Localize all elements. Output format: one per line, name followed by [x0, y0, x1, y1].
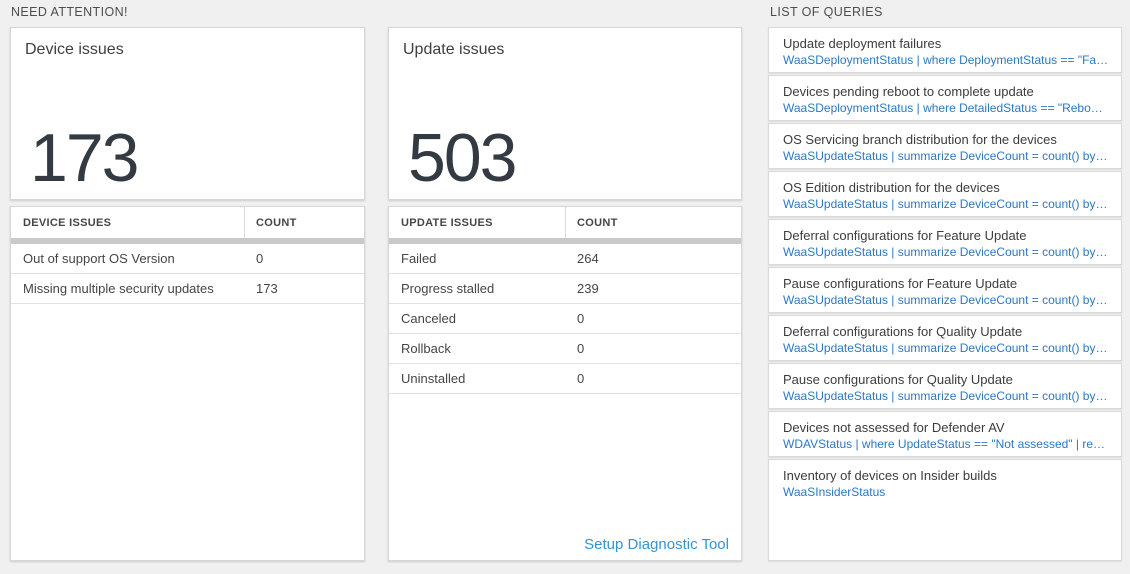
device-issues-count: 173	[30, 120, 139, 197]
issue-count: 0	[256, 251, 264, 266]
query-title: Devices not assessed for Defender AV	[783, 420, 1005, 435]
update-issues-title: Update issues	[403, 41, 505, 58]
query-list-item[interactable]: Devices pending reboot to complete updat…	[768, 75, 1122, 121]
issue-count: 0	[577, 341, 585, 356]
device-issues-header-label: DEVICE ISSUES	[11, 207, 245, 238]
table-row[interactable]: Missing multiple security updates 173	[11, 274, 364, 304]
update-issues-table-header: UPDATE ISSUES COUNT	[389, 207, 741, 238]
device-issues-table-body: Out of support OS Version 0 Missing mult…	[11, 244, 364, 304]
query-list-item[interactable]: Inventory of devices on Insider builds W…	[768, 459, 1122, 561]
issue-count: 264	[577, 251, 599, 266]
query-title: Deferral configurations for Feature Upda…	[783, 228, 1027, 243]
table-row[interactable]: Uninstalled 0	[389, 364, 741, 394]
issue-label: Out of support OS Version	[23, 251, 175, 266]
issue-label: Progress stalled	[401, 281, 495, 296]
query-code: WaaSDeploymentStatus | where DeploymentS…	[783, 53, 1109, 67]
table-row[interactable]: Progress stalled 239	[389, 274, 741, 304]
need-attention-section-label: NEED ATTENTION!	[11, 5, 128, 19]
query-code: WaaSInsiderStatus	[783, 485, 886, 499]
query-title: OS Servicing branch distribution for the…	[783, 132, 1057, 147]
issue-count: 0	[577, 311, 585, 326]
query-title: Pause configurations for Feature Update	[783, 276, 1018, 291]
table-row[interactable]: Out of support OS Version 0	[11, 244, 364, 274]
issue-count: 0	[577, 371, 585, 386]
issue-label: Rollback	[401, 341, 451, 356]
device-issues-card-content: Device issues 173	[11, 28, 364, 199]
query-list-item[interactable]: Pause configurations for Quality Update …	[768, 363, 1122, 409]
query-code: WaaSDeploymentStatus | where DetailedSta…	[783, 101, 1109, 115]
update-issues-card[interactable]: Update issues 503	[388, 27, 742, 200]
query-list-item[interactable]: Deferral configurations for Quality Upda…	[768, 315, 1122, 361]
update-issues-table-body: Failed 264 Progress stalled 239 Canceled…	[389, 244, 741, 394]
query-code: WDAVStatus | where UpdateStatus == "Not …	[783, 437, 1109, 451]
query-list-item[interactable]: Devices not assessed for Defender AV WDA…	[768, 411, 1122, 457]
query-list-item[interactable]: OS Servicing branch distribution for the…	[768, 123, 1122, 169]
query-code: WaaSUpdateStatus | summarize DeviceCount…	[783, 149, 1109, 163]
query-code: WaaSUpdateStatus | summarize DeviceCount…	[783, 341, 1109, 355]
device-issues-title: Device issues	[25, 41, 124, 58]
update-issues-header-label: UPDATE ISSUES	[389, 207, 566, 238]
query-title: Pause configurations for Quality Update	[783, 372, 1013, 387]
query-title: Inventory of devices on Insider builds	[783, 468, 997, 483]
issue-label: Canceled	[401, 311, 456, 326]
query-code: WaaSUpdateStatus | summarize DeviceCount…	[783, 293, 1109, 307]
query-list-item[interactable]: OS Edition distribution for the devices …	[768, 171, 1122, 217]
issue-label: Missing multiple security updates	[23, 281, 214, 296]
device-issues-table-header: DEVICE ISSUES COUNT	[11, 207, 364, 238]
header-divider-bar	[389, 238, 741, 244]
issue-count: 173	[256, 281, 278, 296]
issue-count: 239	[577, 281, 599, 296]
update-issues-card-content: Update issues 503	[389, 28, 741, 199]
query-list-item[interactable]: Pause configurations for Feature Update …	[768, 267, 1122, 313]
header-divider-bar	[11, 238, 364, 244]
update-issues-header-count: COUNT	[577, 216, 618, 229]
query-title: Devices pending reboot to complete updat…	[783, 84, 1034, 99]
device-issues-table: DEVICE ISSUES COUNT Out of support OS Ve…	[10, 206, 365, 561]
list-of-queries-section-label: LIST OF QUERIES	[770, 5, 883, 19]
table-row[interactable]: Rollback 0	[389, 334, 741, 364]
query-title: Update deployment failures	[783, 36, 942, 51]
device-issues-card[interactable]: Device issues 173	[10, 27, 365, 200]
query-code: WaaSUpdateStatus | summarize DeviceCount…	[783, 245, 1109, 259]
update-issues-table: UPDATE ISSUES COUNT Failed 264 Progress …	[388, 206, 742, 561]
issue-label: Uninstalled	[401, 371, 466, 386]
query-title: Deferral configurations for Quality Upda…	[783, 324, 1023, 339]
query-list: Update deployment failures WaaSDeploymen…	[768, 27, 1122, 561]
issue-label: Failed	[401, 251, 437, 266]
device-issues-header-count: COUNT	[256, 216, 297, 229]
setup-diagnostic-tool-link[interactable]: Setup Diagnostic Tool	[584, 536, 729, 553]
query-title: OS Edition distribution for the devices	[783, 180, 1000, 195]
query-code: WaaSUpdateStatus | summarize DeviceCount…	[783, 197, 1109, 211]
query-list-item[interactable]: Deferral configurations for Feature Upda…	[768, 219, 1122, 265]
query-list-item[interactable]: Update deployment failures WaaSDeploymen…	[768, 27, 1122, 73]
update-issues-count: 503	[408, 120, 517, 197]
query-code: WaaSUpdateStatus | summarize DeviceCount…	[783, 389, 1109, 403]
table-row[interactable]: Canceled 0	[389, 304, 741, 334]
table-row[interactable]: Failed 264	[389, 244, 741, 274]
